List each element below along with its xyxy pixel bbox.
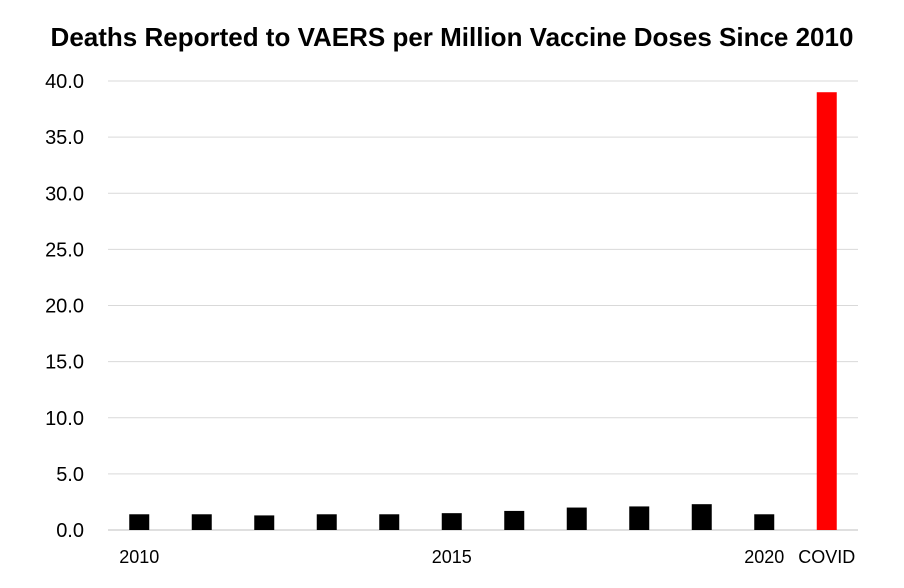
bar-2014 bbox=[379, 514, 400, 530]
y-axis-ticks: 0.0 5.0 10.0 15.0 20.0 25.0 30.0 35.0 40.0 bbox=[45, 71, 84, 542]
bar-2018 bbox=[629, 506, 650, 530]
bar-2019 bbox=[691, 504, 712, 530]
bar-2020 bbox=[754, 514, 775, 530]
x-axis-ticks: 2010 2015 2020 COVID bbox=[119, 547, 855, 567]
y-tick-label: 40.0 bbox=[45, 71, 84, 93]
gridlines bbox=[108, 80, 858, 531]
bar-2010 bbox=[129, 514, 150, 530]
bar-2011 bbox=[191, 514, 212, 530]
bar-2017 bbox=[566, 507, 587, 530]
y-tick-label: 30.0 bbox=[45, 183, 84, 205]
x-tick-label: 2010 bbox=[119, 547, 159, 567]
bar-covid bbox=[816, 92, 837, 530]
y-tick-label: 15.0 bbox=[45, 352, 84, 374]
y-tick-label: 0.0 bbox=[56, 520, 84, 542]
bar-2015 bbox=[441, 513, 462, 530]
x-tick-label: COVID bbox=[798, 547, 855, 567]
bar-2016 bbox=[504, 510, 525, 530]
bars bbox=[129, 92, 837, 530]
bar-2012 bbox=[254, 515, 275, 530]
x-tick-label: 2020 bbox=[744, 547, 784, 567]
y-tick-label: 25.0 bbox=[45, 239, 84, 261]
bar-2013 bbox=[316, 514, 337, 530]
chart-title: Deaths Reported to VAERS per Million Vac… bbox=[50, 22, 854, 52]
y-tick-label: 35.0 bbox=[45, 127, 84, 149]
y-tick-label: 5.0 bbox=[56, 464, 84, 486]
y-tick-label: 10.0 bbox=[45, 408, 84, 430]
x-tick-label: 2015 bbox=[432, 547, 472, 567]
y-tick-label: 20.0 bbox=[45, 296, 84, 318]
